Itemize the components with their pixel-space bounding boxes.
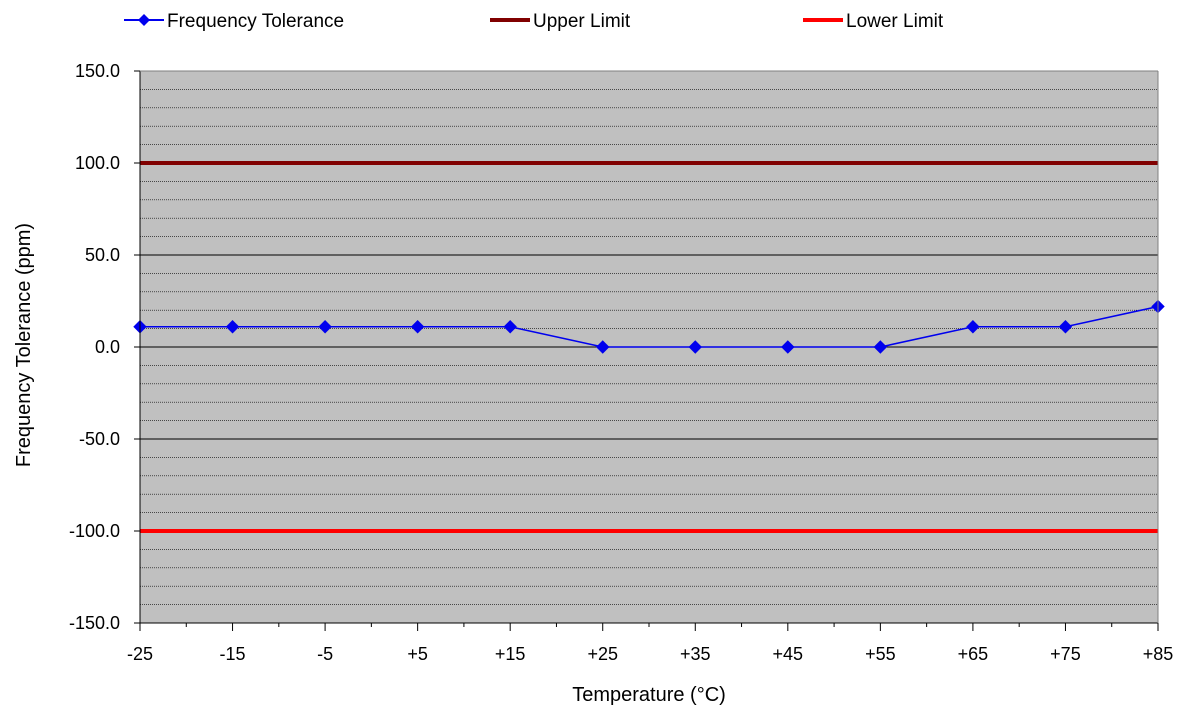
x-tick-label: +55: [865, 644, 896, 664]
series-layer: [133, 161, 1165, 533]
y-tick-label: 150.0: [75, 61, 120, 81]
y-tick-label: -50.0: [79, 429, 120, 449]
x-tick-label: +35: [680, 644, 711, 664]
x-tick-label: +65: [958, 644, 989, 664]
series-frequency-tolerance: [133, 299, 1165, 354]
data-point: [966, 320, 980, 334]
legend-label: Frequency Tolerance: [167, 11, 344, 32]
x-tick-label: +25: [587, 644, 618, 664]
x-tick-label: +5: [407, 644, 428, 664]
y-tick-label: 0.0: [95, 337, 120, 357]
y-tick-label: -150.0: [69, 613, 120, 633]
minor-gridlines: [140, 89, 1158, 605]
x-tick-label: +45: [773, 644, 804, 664]
legend-label: Lower Limit: [846, 11, 944, 32]
axes: [134, 70, 1159, 631]
x-axis-title: Temperature (°C): [572, 684, 726, 706]
y-tick-label: -100.0: [69, 521, 120, 541]
y-tick-label: 50.0: [85, 245, 120, 265]
series-line: [140, 305, 1159, 348]
data-point: [688, 340, 702, 354]
x-tick-label: -15: [220, 644, 246, 664]
y-tick-labels: 150.0 100.0 50.0 0.0 -50.0 -100.0 -150.0: [69, 61, 120, 633]
data-point: [410, 320, 425, 334]
legend-label: Upper Limit: [533, 11, 631, 32]
legend-item: Lower Limit: [803, 11, 944, 32]
data-point: [1058, 320, 1073, 334]
legend-item: Upper Limit: [490, 11, 631, 32]
x-tick-label: +15: [495, 644, 526, 664]
legend-item: Frequency Tolerance: [124, 11, 344, 32]
data-point: [318, 320, 332, 334]
x-tick-labels: -25 -15 -5 +5 +15 +25 +35 +45 +55 +65 +75 +85: [127, 644, 1173, 664]
data-point: [873, 340, 888, 354]
x-tick-label: +85: [1143, 644, 1174, 664]
x-tick-label: -5: [317, 644, 333, 664]
legend-marker: [138, 14, 150, 26]
data-point: [225, 320, 240, 334]
x-tick-label: -25: [127, 644, 153, 664]
y-tick-label: 100.0: [75, 153, 120, 173]
x-tick-label: +75: [1050, 644, 1081, 664]
data-point: [503, 320, 517, 334]
data-point: [781, 340, 795, 354]
data-point: [596, 340, 610, 354]
legend: Frequency Tolerance Upper Limit Lower Limi…: [124, 11, 944, 32]
y-axis-title: Frequency Tolerance (ppm): [13, 223, 35, 467]
